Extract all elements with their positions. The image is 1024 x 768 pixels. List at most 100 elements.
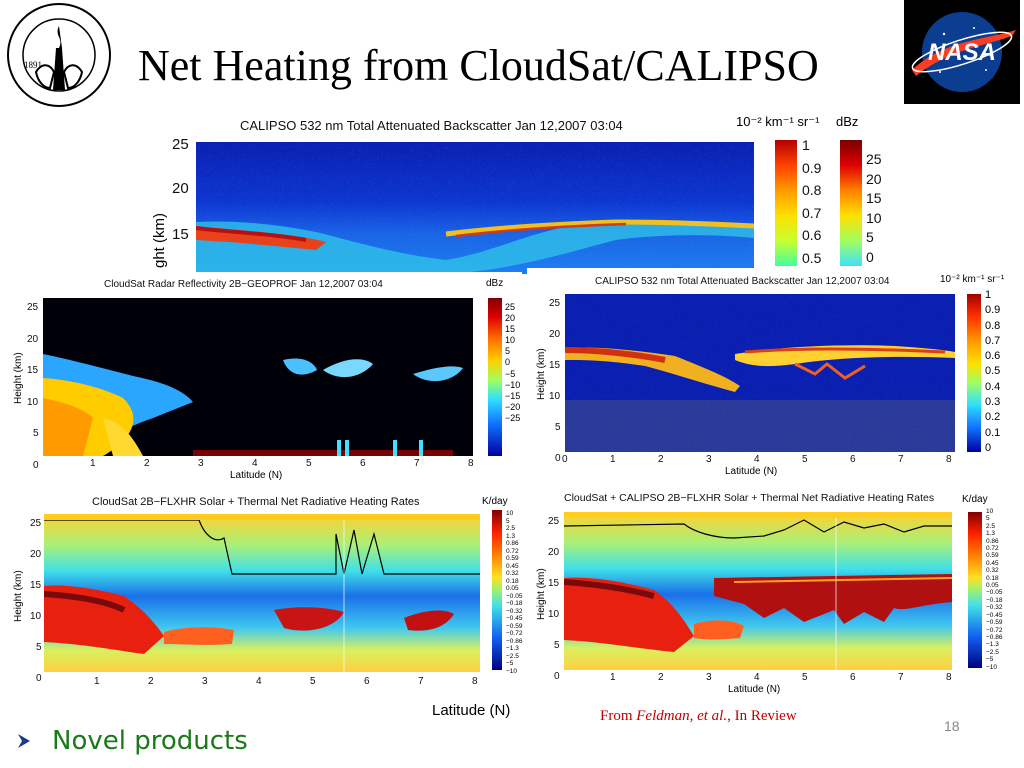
slide-title: Net Heating from CloudSat/CALIPSO <box>138 41 819 90</box>
ytick: 20 <box>549 329 561 340</box>
colorbar-tick: −0.45 <box>986 611 1003 619</box>
xtick: 2 <box>658 672 664 683</box>
colorbar-tick: −0.05 <box>986 589 1003 597</box>
caltech-year: 1891 <box>24 60 42 70</box>
xtick: 1 <box>610 672 616 683</box>
colorbar-tick: 0.86 <box>506 540 519 547</box>
ytick: 5 <box>33 428 39 439</box>
colorbar-tick: 20 <box>505 313 516 324</box>
cloudsat-heating-title: CloudSat 2B−FLXHR Solar + Thermal Net Ra… <box>92 496 420 508</box>
calipso-top-colorbar <box>775 140 797 266</box>
ytick: 15 <box>172 226 189 243</box>
xtick: 4 <box>754 454 760 465</box>
colorbar-tick: 2.5 <box>506 525 516 532</box>
colorbar-tick: 2.5 <box>986 522 996 530</box>
calipso-top-ylabel: ght (km) <box>151 212 168 268</box>
colorbar-tick: −1.3 <box>506 645 519 652</box>
ytick: 0 <box>554 671 560 682</box>
colorbar-tick: 10 <box>866 209 882 226</box>
xtick: 2 <box>144 458 150 469</box>
xlabel: Latitude (N) <box>728 684 781 695</box>
colorbar-tick: 5 <box>505 346 511 357</box>
colorbar-tick: 0.2 <box>985 411 1001 424</box>
colorbar-tick: −1.3 <box>986 641 999 649</box>
cloudsat-reflectivity-ylabel: Height (km) <box>13 352 24 404</box>
cloudsat-heating-ylabel: Height (km) <box>13 570 24 622</box>
cloudsat-heating-panel: CloudSat 2B−FLXHR Solar + Thermal Net Ra… <box>0 490 530 722</box>
citation-authors: Feldman, et al. <box>636 708 728 724</box>
ytick: 20 <box>172 180 189 197</box>
xtick: 3 <box>706 454 712 465</box>
colorbar-tick: 5 <box>986 515 990 523</box>
colorbar-tick: 0.3 <box>985 396 1001 409</box>
ytick: 25 <box>548 516 560 527</box>
colorbar-tick: 10 <box>505 335 516 346</box>
colorbar-tick: −0.18 <box>986 596 1003 604</box>
ytick: 5 <box>36 642 42 653</box>
xtick: 3 <box>202 676 208 687</box>
colorbar-tick: −0.32 <box>506 607 523 615</box>
colorbar-tick: 15 <box>505 324 516 335</box>
yticks: 25 20 15 10 5 0 <box>549 288 561 474</box>
calipso-backscatter-ylabel: Height (km) <box>536 348 547 400</box>
xtick: 3 <box>198 458 204 469</box>
colorbar-tick: 0.45 <box>506 562 519 570</box>
xtick: 6 <box>364 676 370 687</box>
colorbar-tick: 1.3 <box>506 532 516 540</box>
colorbar-tick: 10 <box>506 510 514 517</box>
xtick: 1 <box>90 458 96 469</box>
xtick: 4 <box>256 676 262 687</box>
ytick: 20 <box>30 549 42 560</box>
colorbar-tick: −2.5 <box>986 648 999 656</box>
xlabel: Latitude (N) <box>432 702 511 719</box>
colorbar-ticks: 10 5 2.5 1.3 0.86 0.72 0.59 0.45 0.32 0.… <box>986 508 1002 671</box>
ytick: 5 <box>554 640 560 651</box>
ytick: 25 <box>30 518 42 529</box>
colorbar-tick: 0.18 <box>506 577 519 585</box>
colorbar-unit: 10⁻² km⁻¹ sr⁻¹ <box>940 274 1005 285</box>
xtick: 5 <box>310 676 316 687</box>
ytick: 10 <box>30 611 42 622</box>
colorbar-tick: 0.9 <box>802 159 822 176</box>
yticks: 25 20 15 10 5 0 <box>548 506 560 692</box>
citation-prefix: From <box>600 708 637 724</box>
colorbar-tick: 1 <box>802 137 810 153</box>
combined-heating-title: CloudSat + CALIPSO 2B−FLXHR Solar + Ther… <box>564 492 935 504</box>
colorbar-tick: 0.7 <box>802 204 822 221</box>
ytick: 25 <box>27 302 39 313</box>
colorbar-tick: −0.86 <box>986 633 1003 641</box>
colorbar-tick: 0.4 <box>985 380 1001 393</box>
xtick: 1 <box>610 454 616 465</box>
ytick: 0 <box>555 453 561 464</box>
colorbar <box>967 294 981 452</box>
bullet-text: Novel products <box>52 726 248 756</box>
ytick: 25 <box>172 136 189 153</box>
colorbar-tick: 0.5 <box>985 365 1001 378</box>
colorbar-tick: 0.18 <box>986 574 999 582</box>
colorbar-unit: K/day <box>962 494 988 505</box>
colorbar-tick: 0.05 <box>506 585 519 592</box>
calipso-top-colorbar-unit: 10⁻² km⁻¹ sr⁻¹ <box>736 114 820 129</box>
ytick: 15 <box>549 360 561 371</box>
colorbar-tick: 0.72 <box>506 547 519 555</box>
xtick: 3 <box>706 672 712 683</box>
colorbar-tick: 1.3 <box>986 530 996 538</box>
colorbar-tick: −0.18 <box>506 600 523 607</box>
page-number: 18 <box>944 718 960 734</box>
colorbar <box>492 510 502 670</box>
xtick: 6 <box>850 454 856 465</box>
calipso-top-colorbar2-ticks: 25 20 15 10 5 0 <box>866 150 882 267</box>
colorbar-tick: 0.45 <box>986 559 999 567</box>
colorbar-tick: −5 <box>986 656 994 664</box>
xtick: 8 <box>946 454 952 465</box>
colorbar-tick: −5 <box>506 660 514 667</box>
ytick: 15 <box>548 578 560 589</box>
colorbar-tick: −15 <box>505 390 521 401</box>
colorbar-tick: −2.5 <box>506 652 519 660</box>
xtick: 7 <box>898 672 904 683</box>
colorbar-ticks: 10 5 2.5 1.3 0.86 0.72 0.59 0.45 0.32 0.… <box>506 510 522 675</box>
colorbar-tick: −10 <box>986 663 998 671</box>
ytick: 0 <box>36 673 42 684</box>
nasa-logo-text: NASA <box>928 39 996 66</box>
calipso-top-colorbar2-unit: dBz <box>836 114 859 129</box>
